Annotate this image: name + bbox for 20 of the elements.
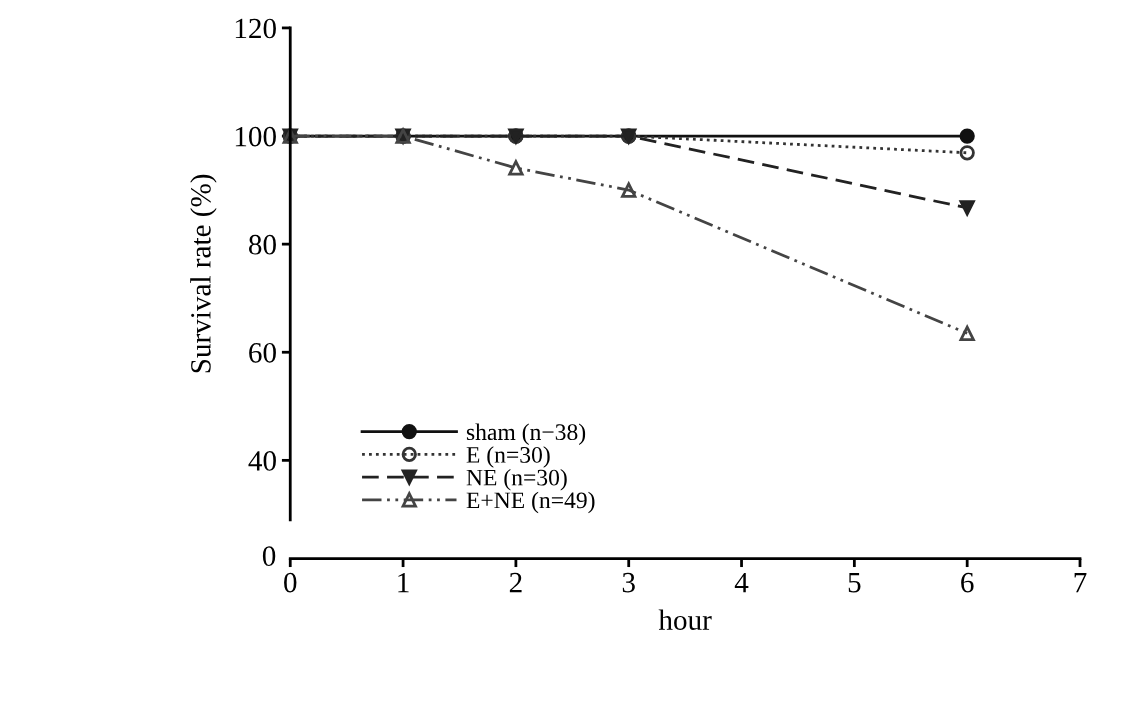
y-tick-label: 80: [249, 234, 276, 255]
y-tick-label: 100: [235, 126, 276, 147]
legend-label: sham (n−38): [466, 423, 586, 445]
x-tick-label: 2: [509, 572, 522, 593]
y-tick-label: 60: [249, 342, 276, 363]
text: 0: [262, 546, 276, 567]
y-tick-label: 40: [248, 451, 276, 471]
x-tick-label: 6: [961, 572, 974, 593]
x-tick-label: 7: [1074, 573, 1087, 593]
x-tick-label: 1: [398, 572, 409, 593]
legend-label: E (n=30): [466, 446, 550, 468]
x-tick-label: 5: [848, 573, 861, 593]
legend-label: NE (n=30): [466, 468, 567, 491]
x-tick-label: 0: [284, 572, 297, 593]
y-tick-label: 120: [235, 18, 276, 39]
x-tick-label: 3: [622, 572, 635, 593]
x-axis-title: hour: [658, 609, 712, 630]
y-axis-title: Survival rate (%): [190, 174, 217, 373]
legend-label: E+NE (n=49): [466, 491, 595, 514]
x-tick-label: 4: [734, 572, 749, 593]
